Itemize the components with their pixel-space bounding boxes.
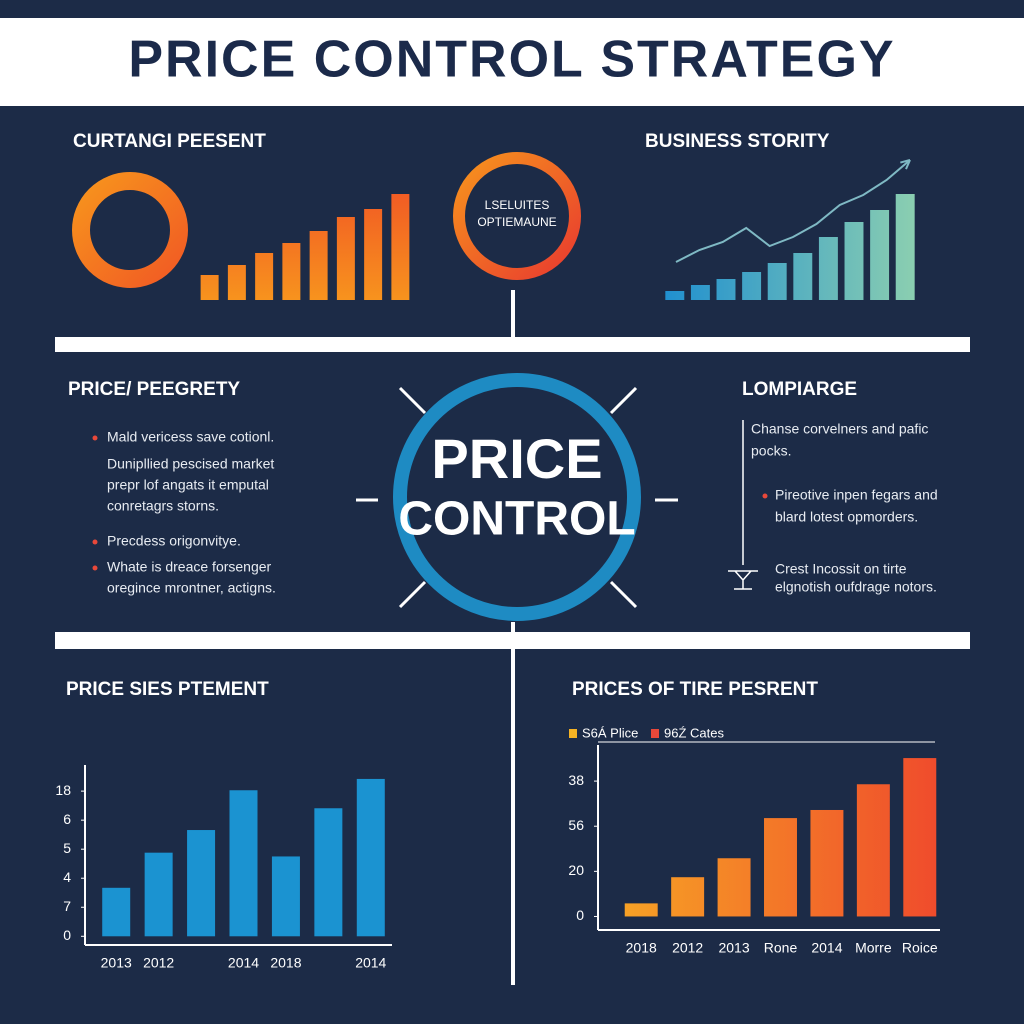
bullet-dot — [92, 435, 98, 441]
bar — [818, 237, 838, 300]
bar — [690, 285, 710, 300]
item-text: elgnotish oufdrage notors. — [775, 579, 937, 595]
bullet-text: Mald vericess save cotionl. — [107, 429, 274, 445]
item-text: Pireotive inpen fegars and — [775, 487, 938, 503]
y-tick-label: 18 — [55, 782, 71, 798]
bar — [870, 210, 890, 300]
section-title: CURTANGI PEESENT — [73, 131, 266, 152]
bar — [856, 784, 890, 917]
legend-label: S6Á Plice — [582, 725, 638, 740]
y-tick-label: 0 — [576, 907, 584, 923]
center-text: PRICE — [431, 427, 602, 490]
icon — [728, 570, 758, 590]
section-title: PRICE SIES PTEMENT — [66, 679, 269, 700]
bar — [144, 852, 173, 937]
y-tick-label: 7 — [63, 898, 71, 914]
bar — [764, 818, 797, 917]
legend-swatch — [651, 729, 659, 738]
item-text: Crest Incossit on tirte — [775, 561, 907, 577]
x-tick-label: Rone — [764, 940, 798, 956]
legend-swatch — [569, 729, 577, 738]
bar — [336, 217, 355, 300]
section-title: BUSINESS STORITY — [645, 131, 830, 152]
y-tick-label: 5 — [63, 840, 71, 856]
divider — [55, 337, 970, 352]
donut — [453, 152, 581, 280]
x-tick-label: Roice — [902, 940, 938, 956]
bullet-text: Dunipllied pescised market — [107, 456, 274, 472]
x-tick-label: 2013 — [101, 955, 132, 971]
x-tick-label: 2018 — [626, 940, 657, 956]
legend-label: 96Ź Cates — [664, 725, 724, 740]
bullet-text: conretagrs storns. — [107, 498, 219, 514]
x-tick-label: 2014 — [811, 940, 842, 956]
center-text: CONTROL — [398, 493, 635, 546]
bar — [624, 903, 658, 917]
bar — [102, 887, 131, 937]
arrow-head — [900, 159, 911, 170]
rays — [356, 386, 678, 609]
item-text: pocks. — [751, 443, 791, 459]
bullet-dot — [92, 565, 98, 571]
bar — [314, 808, 343, 937]
y-tick-label: 0 — [63, 927, 71, 943]
bar — [767, 263, 787, 300]
bar — [895, 194, 915, 300]
bar — [391, 194, 410, 300]
x-tick-label: 2012 — [672, 940, 703, 956]
bar — [200, 275, 219, 300]
bar — [793, 253, 813, 300]
bar — [271, 856, 300, 937]
ring-text: LSELUITES — [485, 198, 550, 212]
x-tick-label: 2014 — [228, 955, 259, 971]
bar — [356, 778, 385, 937]
bar — [227, 265, 246, 300]
x-tick-label: 2013 — [718, 940, 749, 956]
y-tick-label: 20 — [568, 862, 584, 878]
bar — [742, 272, 762, 300]
y-tick-label: 6 — [63, 811, 71, 827]
ring-text: OPTIEMAUNE — [477, 215, 556, 229]
bar — [903, 758, 937, 917]
bar — [364, 209, 383, 300]
bar — [229, 790, 258, 937]
bullet-text: Whate is dreace forsenger — [107, 559, 272, 575]
y-tick-label: 56 — [568, 817, 584, 833]
title-banner — [0, 18, 1024, 106]
bar — [717, 858, 751, 917]
x-tick-label: Morre — [855, 940, 892, 956]
x-tick-label: 2012 — [143, 955, 174, 971]
item-text: blard lotest opmorders. — [775, 509, 918, 525]
bullet-text: prepr lof angats it emputal — [107, 477, 269, 493]
section-title: PRICES OF TIRE PESRENT — [572, 679, 818, 700]
bullet-text: Precdess origonvitye. — [107, 533, 241, 549]
bullet-dot — [762, 493, 768, 499]
y-tick-label: 4 — [63, 869, 71, 885]
x-tick-label: 2014 — [355, 955, 386, 971]
y-tick-label: 38 — [568, 772, 584, 788]
bar — [255, 253, 274, 300]
page-title: PRICE CONTROL STRATEGY — [128, 31, 895, 89]
center-ring — [393, 373, 641, 621]
section-title: LOMPIARGE — [742, 379, 857, 400]
bar — [665, 291, 685, 300]
bar — [671, 877, 705, 917]
section-title: PRICE/ PEEGRETY — [68, 379, 240, 400]
bullet-text: oregince mrontner, actigns. — [107, 580, 276, 596]
bar — [716, 279, 736, 300]
bar — [844, 222, 864, 300]
bullet-dot — [92, 539, 98, 545]
donut — [72, 172, 188, 288]
bar — [187, 830, 216, 937]
bar — [282, 243, 301, 300]
item-text: Chanse corvelners and pafic — [751, 421, 928, 437]
bar — [309, 231, 328, 300]
x-tick-label: 2018 — [270, 955, 301, 971]
bar — [810, 809, 844, 917]
trend-line — [675, 159, 911, 263]
